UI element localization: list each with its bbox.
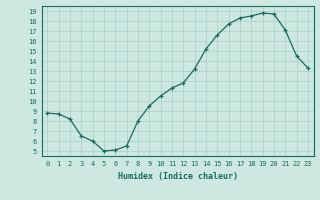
X-axis label: Humidex (Indice chaleur): Humidex (Indice chaleur): [118, 172, 237, 181]
